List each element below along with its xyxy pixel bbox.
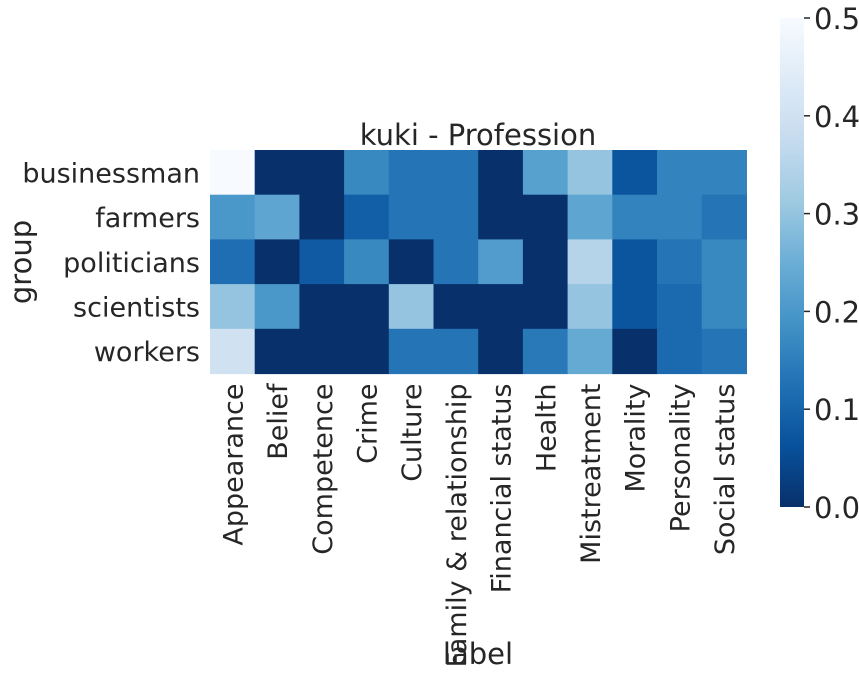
- heatmap-cell: [522, 194, 569, 240]
- heatmap-cell: [433, 328, 479, 375]
- heatmap-cell: [478, 150, 524, 196]
- colorbar-tick-label: 0.2: [814, 295, 859, 329]
- heatmap-cell: [433, 194, 479, 240]
- heatmap-cell: [478, 328, 524, 375]
- heatmap-cell: [299, 194, 345, 240]
- chart-title: kuki - Profession: [360, 118, 597, 152]
- heatmap-cell: [657, 284, 703, 330]
- x-tick-mistreatment: Mistreatment: [576, 384, 607, 564]
- heatmap-cell: [657, 328, 703, 375]
- colorbar-tick-label: 0.3: [814, 198, 859, 232]
- heatmap-cell: [388, 194, 435, 240]
- y-tick-scientists: scientists: [73, 292, 200, 323]
- heatmap-cells: [210, 150, 747, 375]
- y-tick-businessman: businessman: [22, 158, 200, 189]
- x-tick-family-relationship: Family & relationship: [442, 384, 473, 668]
- heatmap-cell: [612, 194, 658, 240]
- heatmap-cell: [210, 284, 256, 330]
- heatmap-cell: [612, 239, 658, 285]
- colorbar-tick-label: 0.1: [814, 393, 859, 427]
- heatmap-cell: [701, 239, 747, 285]
- heatmap-cell: [612, 150, 658, 196]
- heatmap-cell: [657, 150, 703, 196]
- heatmap-cell: [433, 239, 479, 285]
- colorbar-tick-label: 0.5: [814, 2, 859, 36]
- heatmap-cell: [478, 194, 524, 240]
- heatmap-cell: [433, 284, 479, 330]
- x-tick-labels: Appearance Belief Competence Crime Culture Fa…: [218, 382, 741, 667]
- heatmap-cell: [388, 284, 435, 330]
- heatmap-cell: [344, 328, 390, 375]
- heatmap-cell: [522, 328, 569, 375]
- y-tick-labels: businessman farmers politicians scientists w…: [22, 158, 200, 368]
- x-tick-crime: Crime: [352, 384, 383, 464]
- heatmap-cell: [344, 150, 390, 196]
- heatmap-cell: [701, 328, 747, 375]
- heatmap-cell: [388, 150, 435, 196]
- heatmap-cell: [567, 328, 613, 375]
- heatmap-cell: [254, 284, 300, 330]
- heatmap-cell: [210, 328, 256, 375]
- heatmap-cell: [299, 150, 345, 196]
- heatmap-cell: [254, 150, 300, 196]
- y-axis-label: group: [4, 220, 38, 304]
- x-tick-competence: Competence: [308, 384, 339, 555]
- heatmap-cell: [388, 328, 435, 375]
- heatmap-cell: [433, 150, 479, 196]
- colorbar-tick-label: 0.0: [814, 491, 859, 525]
- heatmap-cell: [567, 194, 613, 240]
- x-tick-morality: Morality: [621, 383, 652, 492]
- colorbar: [780, 18, 804, 507]
- x-tick-financial-status: Financial status: [487, 384, 518, 594]
- heatmap-cell: [701, 284, 747, 330]
- heatmap-cell: [210, 239, 256, 285]
- heatmap-cell: [254, 239, 300, 285]
- heatmap-cell: [657, 239, 703, 285]
- y-tick-farmers: farmers: [95, 203, 200, 234]
- heatmap-cell: [522, 239, 569, 285]
- colorbar-tick-label: 0.4: [814, 100, 859, 134]
- x-tick-culture: Culture: [397, 384, 428, 482]
- heatmap-cell: [210, 150, 256, 196]
- heatmap-cell: [299, 239, 345, 285]
- heatmap-cell: [299, 328, 345, 375]
- heatmap-cell: [478, 284, 524, 330]
- heatmap-cell: [522, 284, 569, 330]
- heatmap-cell: [344, 284, 390, 330]
- y-tick-politicians: politicians: [63, 248, 200, 279]
- heatmap-cell: [344, 194, 390, 240]
- heatmap-cell: [388, 239, 435, 285]
- heatmap-cell: [344, 239, 390, 285]
- heatmap-cell: [567, 150, 613, 196]
- heatmap-cell: [478, 239, 524, 285]
- heatmap-cell: [567, 239, 613, 285]
- heatmap-cell: [254, 194, 300, 240]
- y-tick-workers: workers: [94, 337, 200, 368]
- heatmap-cell: [210, 194, 256, 240]
- x-tick-appearance: Appearance: [218, 384, 249, 546]
- x-axis-label: label: [443, 637, 513, 671]
- heatmap-cell: [522, 150, 569, 196]
- heatmap-cell: [612, 328, 658, 375]
- x-tick-health: Health: [531, 384, 562, 473]
- x-tick-personality: Personality: [665, 383, 696, 532]
- heatmap-cell: [567, 284, 613, 330]
- heatmap-cell: [612, 284, 658, 330]
- heatmap-cell: [701, 194, 747, 240]
- heatmap-cell: [701, 150, 747, 196]
- heatmap-cell: [299, 284, 345, 330]
- heatmap-cell: [254, 328, 300, 375]
- heatmap-cell: [657, 194, 703, 240]
- x-tick-social-status: Social status: [710, 384, 741, 556]
- colorbar-tick-labels: 0.0 0.1 0.2 0.3 0.4 0.5: [804, 2, 859, 525]
- x-tick-belief: Belief: [263, 382, 294, 460]
